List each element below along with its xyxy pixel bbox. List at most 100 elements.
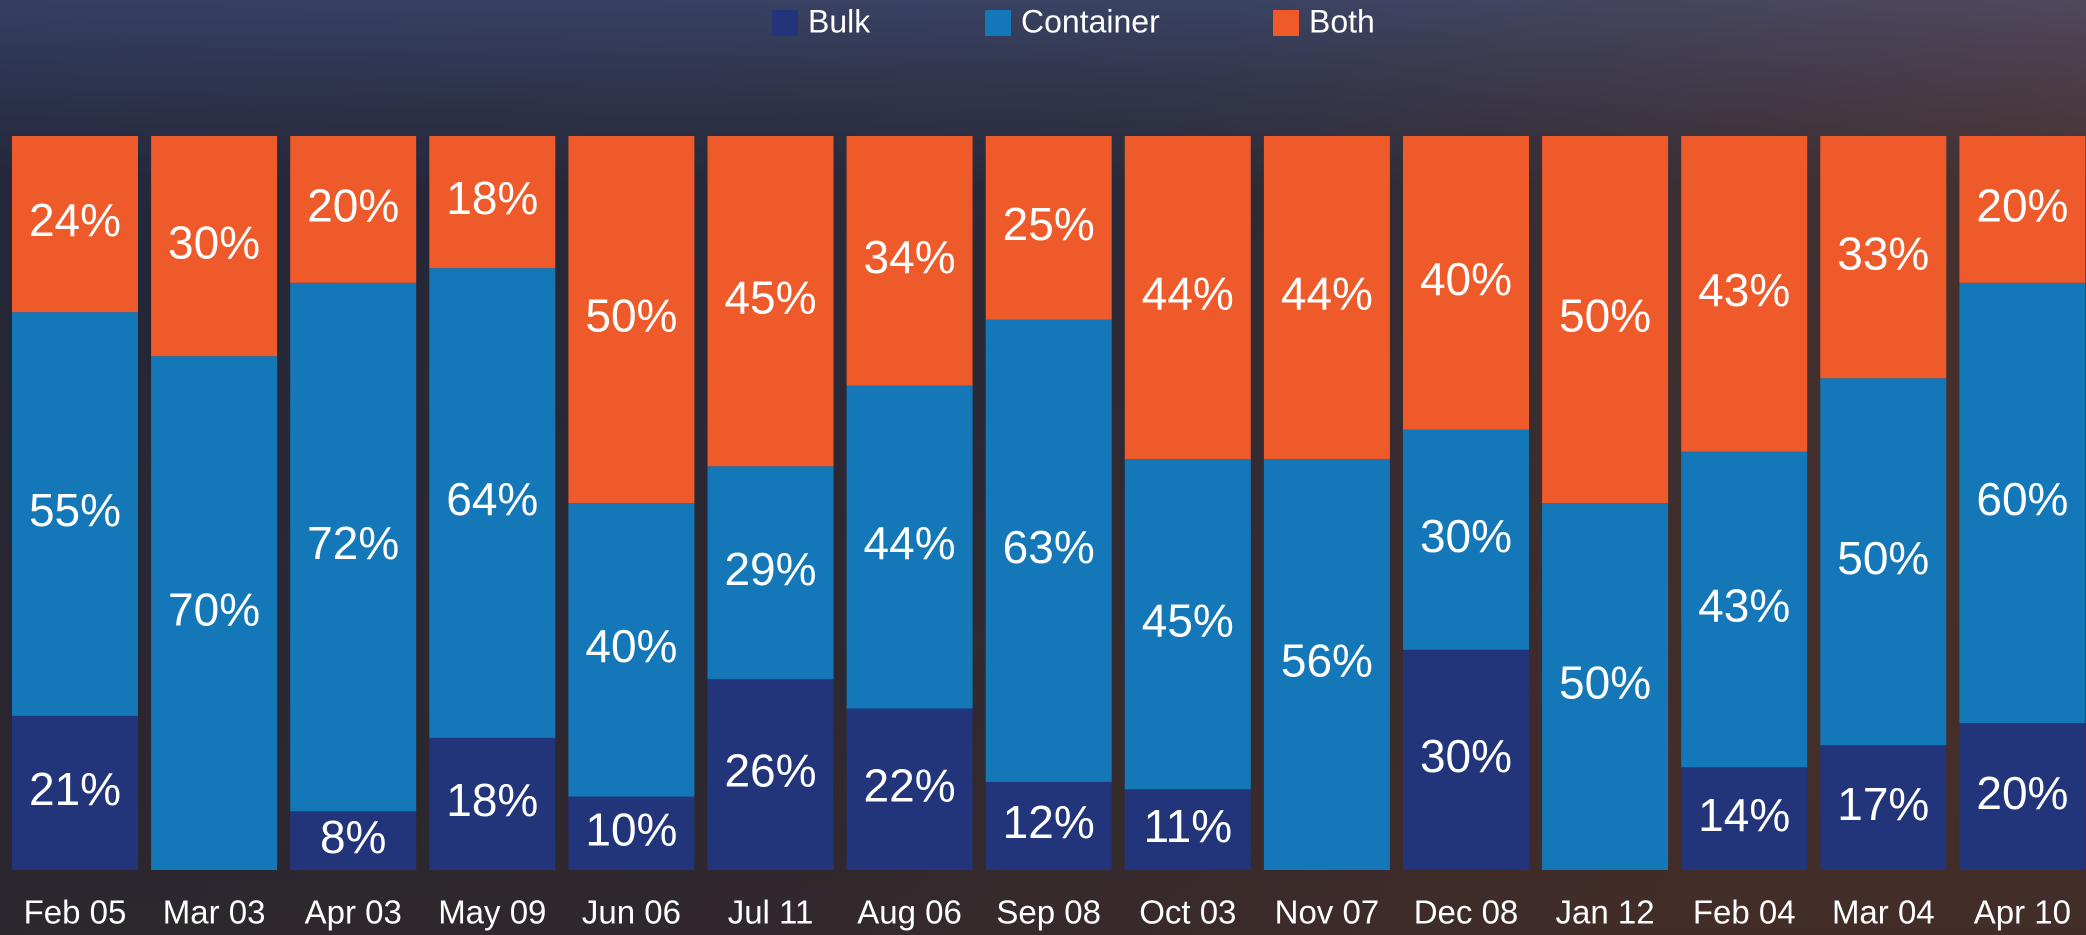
bar-segment xyxy=(429,268,556,738)
x-tick-label: Aug 06 xyxy=(857,894,962,931)
data-label: 70% xyxy=(168,583,260,635)
legend-label: Both xyxy=(1309,3,1375,39)
bar-segment xyxy=(151,136,278,357)
data-label: 25% xyxy=(1003,198,1095,250)
data-label: 50% xyxy=(1559,290,1651,342)
bar-segment xyxy=(568,503,695,797)
data-label: 30% xyxy=(1420,730,1512,782)
data-label: 20% xyxy=(1976,180,2068,232)
data-label: 55% xyxy=(29,484,121,536)
data-label: 63% xyxy=(1003,521,1095,573)
x-tick-label: Sep 08 xyxy=(996,894,1101,931)
bar-segment xyxy=(1681,451,1808,768)
data-label: 40% xyxy=(585,620,677,672)
data-label: 44% xyxy=(1142,268,1234,320)
bar-segment xyxy=(568,796,695,870)
bar-segment xyxy=(707,136,834,467)
data-label: 60% xyxy=(1976,473,2068,525)
x-tick-label: Nov 07 xyxy=(1275,894,1380,931)
bar-segment xyxy=(846,385,973,709)
bar-segment xyxy=(1681,767,1808,870)
bar-segment xyxy=(707,679,834,870)
bar-segment xyxy=(1403,429,1529,650)
data-label: 11% xyxy=(1143,800,1232,852)
bar-segment xyxy=(1542,136,1669,503)
data-label: 26% xyxy=(724,745,816,797)
bar-segment xyxy=(290,811,417,870)
bar-segment xyxy=(429,136,556,269)
data-label: 22% xyxy=(864,759,956,811)
bar-segment xyxy=(985,136,1112,320)
data-label: 40% xyxy=(1420,253,1512,305)
bar-segment xyxy=(707,466,834,680)
x-tick-label: Mar 03 xyxy=(163,894,266,931)
data-label: 12% xyxy=(1003,796,1095,848)
data-label: 17% xyxy=(1837,778,1929,830)
data-label: 33% xyxy=(1837,227,1929,279)
data-label: 50% xyxy=(585,290,677,342)
data-label: 50% xyxy=(1837,532,1929,584)
data-label: 20% xyxy=(307,180,399,232)
data-label: 14% xyxy=(1698,789,1790,841)
bar-segment xyxy=(290,282,417,812)
legend-swatch xyxy=(985,10,1011,36)
data-label: 24% xyxy=(29,194,121,246)
data-label: 30% xyxy=(168,216,260,268)
bar-segment xyxy=(1124,789,1251,870)
bar-segment xyxy=(1403,649,1529,870)
bar-segment xyxy=(1542,503,1669,870)
bar-segment xyxy=(846,708,973,870)
x-tick-label: Apr 03 xyxy=(305,894,402,931)
bar-segment xyxy=(1959,136,2086,283)
bar-segment xyxy=(429,737,556,870)
bar-segment xyxy=(1681,136,1808,452)
data-label: 21% xyxy=(29,763,121,815)
data-label: 30% xyxy=(1420,510,1512,562)
data-label: 29% xyxy=(724,543,816,595)
bar-segment xyxy=(12,312,138,716)
data-label: 18% xyxy=(446,172,538,224)
data-label: 64% xyxy=(446,473,538,525)
data-label: 10% xyxy=(585,803,677,855)
data-label: 56% xyxy=(1281,635,1373,687)
bar-segment xyxy=(1124,458,1251,790)
x-tick-label: Feb 04 xyxy=(1693,894,1796,931)
x-tick-label: Oct 03 xyxy=(1139,894,1236,931)
bar-segment xyxy=(12,715,138,870)
x-tick-label: Jul 11 xyxy=(728,894,814,931)
bar-segment xyxy=(1820,136,1947,379)
bar-segment xyxy=(1403,136,1529,430)
data-label: 43% xyxy=(1698,264,1790,316)
bar-segment xyxy=(1263,458,1390,870)
x-tick-label: Apr 10 xyxy=(1974,894,2071,931)
data-label: 20% xyxy=(1976,767,2068,819)
x-tick-label: Mar 04 xyxy=(1832,894,1935,931)
data-label: 44% xyxy=(1281,268,1373,320)
data-label: 50% xyxy=(1559,657,1651,709)
data-label: 45% xyxy=(724,271,816,323)
data-label: 8% xyxy=(320,811,386,863)
data-label: 45% xyxy=(1142,594,1234,646)
bar-segment xyxy=(12,136,138,313)
bar-segment xyxy=(846,136,973,386)
legend-label: Bulk xyxy=(808,3,871,39)
bar-segment xyxy=(290,136,417,283)
bar-segment xyxy=(568,136,695,503)
bar-segment xyxy=(1820,378,1947,746)
x-tick-label: May 09 xyxy=(438,894,546,931)
bar-segment xyxy=(151,356,278,870)
legend-label: Container xyxy=(1021,3,1160,39)
data-label: 18% xyxy=(446,774,538,826)
x-tick-label: Dec 08 xyxy=(1414,894,1519,931)
x-tick-label: Feb 05 xyxy=(24,894,127,931)
legend-swatch xyxy=(1273,10,1299,36)
bar-segment xyxy=(1263,136,1390,459)
bar-segment xyxy=(1959,723,2086,870)
x-tick-label: Jan 12 xyxy=(1556,894,1655,931)
legend-swatch xyxy=(772,10,798,36)
data-label: 44% xyxy=(864,517,956,569)
bar-segment xyxy=(985,319,1112,782)
bar-segment xyxy=(1124,136,1251,459)
data-label: 34% xyxy=(864,231,956,283)
